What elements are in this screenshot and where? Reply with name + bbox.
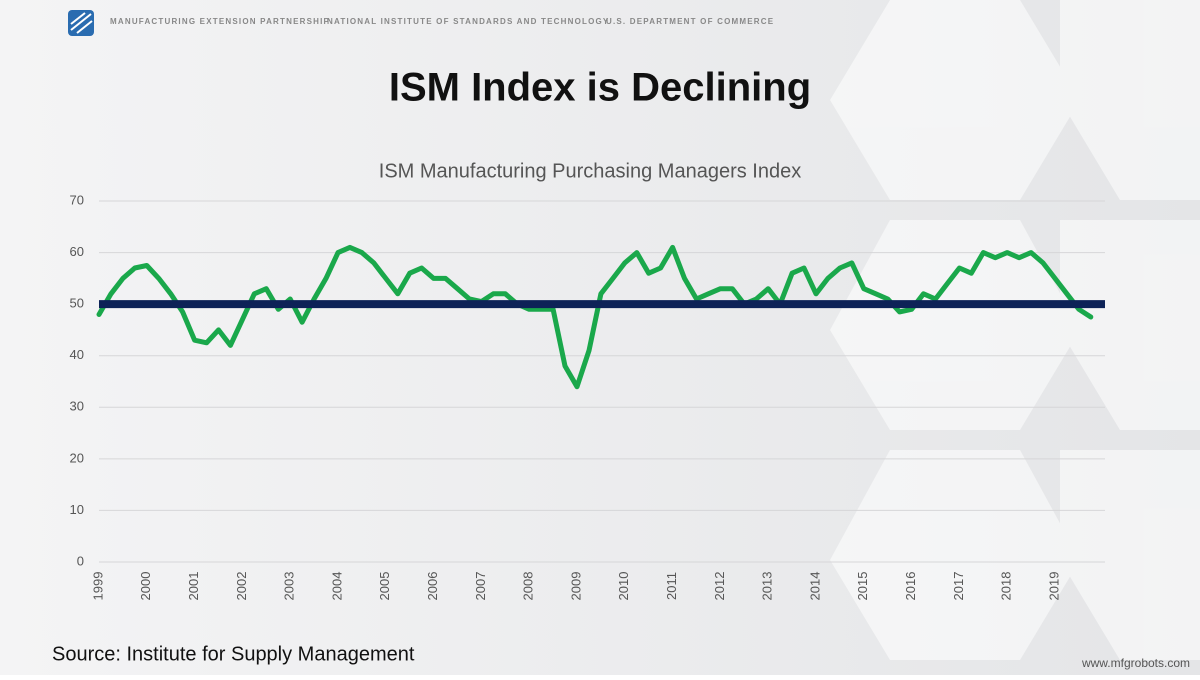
x-tick-label: 2017 [951, 572, 966, 601]
x-tick-label: 2006 [425, 572, 440, 601]
data-line [96, 244, 1094, 390]
logo [68, 10, 94, 36]
y-tick-label: 0 [77, 553, 84, 568]
y-tick-label: 50 [70, 296, 84, 311]
x-tick-label: 2016 [903, 572, 918, 601]
y-tick-label: 10 [70, 502, 84, 517]
y-tick-label: 70 [70, 192, 84, 207]
x-tick-label: 2014 [807, 572, 822, 601]
header-text: U.S. DEPARTMENT OF COMMERCE [606, 17, 774, 26]
x-tick-label: 2010 [616, 572, 631, 601]
x-tick-label: 2003 [282, 572, 297, 601]
chart-title: ISM Manufacturing Purchasing Managers In… [379, 160, 801, 182]
x-tick-label: 2019 [1046, 572, 1061, 601]
source-note: Source: Institute for Supply Management [52, 643, 415, 665]
x-tick-label: 2007 [473, 572, 488, 601]
x-tick-label: 2013 [760, 572, 775, 601]
x-tick-label: 2008 [521, 572, 536, 601]
x-tick-label: 2011 [664, 572, 679, 600]
y-tick-label: 20 [70, 450, 84, 465]
x-tick-label: 2012 [712, 572, 727, 601]
x-tick-label: 2002 [234, 572, 249, 601]
y-tick-label: 40 [70, 347, 84, 362]
x-tick-label: 2005 [377, 572, 392, 601]
watermark: www.mfgrobots.com [1081, 656, 1190, 670]
hexagon-decoration [830, 0, 1200, 660]
slide-title: ISM Index is Declining [389, 66, 811, 110]
x-tick-label: 2001 [186, 572, 201, 601]
x-tick-label: 2018 [999, 572, 1014, 601]
x-tick-label: 1999 [90, 572, 105, 601]
header-text: MANUFACTURING EXTENSION PARTNERSHIP [110, 17, 330, 26]
header-text: NATIONAL INSTITUTE OF STANDARDS AND TECH… [327, 17, 609, 26]
y-tick-label: 30 [70, 399, 84, 414]
x-tick-label: 2004 [329, 572, 344, 601]
x-tick-label: 2015 [855, 572, 870, 601]
x-tick-label: 2000 [138, 572, 153, 601]
y-tick-label: 60 [70, 244, 84, 259]
x-tick-label: 2009 [568, 572, 583, 601]
plot-area: 0 10 20 30 40 50 60 70 1999 2000 2001 2002 2003 2004 2… [70, 192, 1105, 600]
